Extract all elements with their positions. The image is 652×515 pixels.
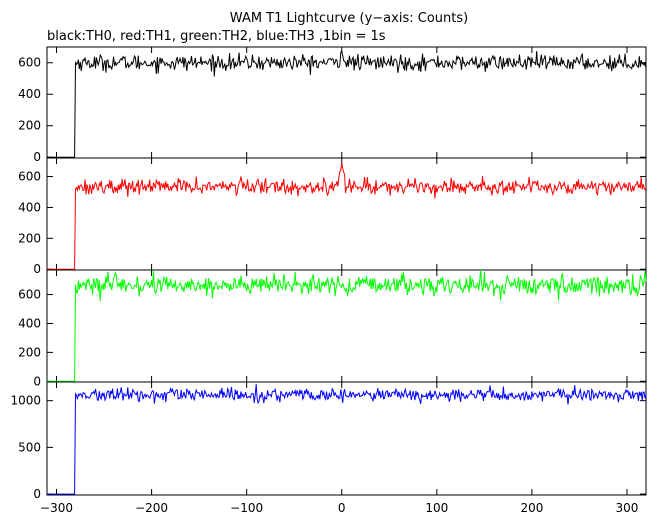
- y-tick-label: 0: [33, 150, 41, 164]
- x-tick-label: 200: [520, 501, 543, 515]
- series-line-th0: [47, 49, 647, 158]
- y-tick-label: 400: [18, 316, 41, 330]
- x-tick-label: 0: [338, 501, 346, 515]
- x-tick-label: 300: [616, 501, 639, 515]
- panel-th0: 0 200 400 600: [18, 46, 647, 164]
- y-tick-label: 400: [18, 200, 41, 214]
- y-tick-label: 400: [18, 87, 41, 101]
- series-line-th2: [47, 269, 647, 382]
- y-tick-label: 200: [18, 345, 41, 359]
- y-tick-label: 200: [18, 231, 41, 245]
- y-tick-label: 200: [18, 119, 41, 133]
- x-tick-label: −300: [40, 501, 73, 515]
- x-axis: −300 −200 −100 0 100 200 300: [40, 501, 638, 515]
- chart-title: WAM T1 Lightcurve (y−axis: Counts): [230, 11, 468, 26]
- panel-th3: 0 500 1000: [10, 381, 647, 501]
- y-tick-label: 600: [18, 288, 41, 302]
- x-tick-label: −200: [135, 501, 168, 515]
- x-tick-label: −100: [230, 501, 263, 515]
- y-tick-label: 500: [18, 440, 41, 454]
- series-line-th3: [47, 384, 647, 495]
- y-tick-label: 1000: [10, 394, 41, 408]
- y-tick-label: 0: [33, 262, 41, 276]
- chart-subtitle: black:TH0, red:TH1, green:TH2, blue:TH3 …: [47, 29, 386, 44]
- x-tick-label: 100: [425, 501, 448, 515]
- panels-layer: 0 200 400 600 0 200 400 600 0 200 400 600 0 500 1000: [10, 46, 647, 501]
- y-tick-label: 0: [33, 487, 41, 501]
- panel-th2: 0 200 400 600: [18, 269, 647, 388]
- series-line-th1: [47, 162, 647, 270]
- panel-th1: 0 200 400 600: [18, 157, 647, 276]
- y-tick-label: 600: [18, 56, 41, 70]
- y-tick-label: 0: [33, 374, 41, 388]
- panel-frame: [46, 157, 647, 271]
- panel-frame: [46, 381, 647, 496]
- y-tick-label: 600: [18, 170, 41, 184]
